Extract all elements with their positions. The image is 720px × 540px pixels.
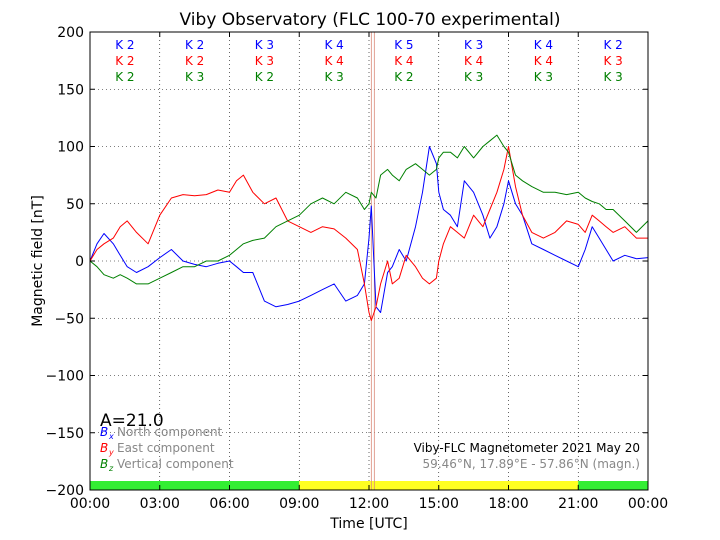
- k-index-north: K 2: [185, 38, 204, 52]
- x-tick-label: 00:00: [70, 496, 110, 512]
- k-index-vertical: K 3: [464, 70, 483, 84]
- legend-label: Vertical component: [117, 457, 234, 471]
- k-index-vertical: K 2: [115, 70, 134, 84]
- k-index-north: K 2: [603, 38, 622, 52]
- k-index-east: K 3: [255, 54, 274, 68]
- chart-title: Viby Observatory (FLC 100-70 experimenta…: [180, 10, 561, 30]
- x-tick-label: 21:00: [558, 496, 598, 512]
- k-index-vertical: K 3: [185, 70, 204, 84]
- k-index-east: K 4: [394, 54, 413, 68]
- daylight-segment: [578, 481, 648, 490]
- y-axis-label: Magnetic field [nT]: [30, 195, 46, 327]
- y-tick-label: −100: [46, 369, 84, 385]
- y-tick-label: 100: [57, 140, 84, 156]
- y-tick-label: 200: [57, 25, 84, 41]
- y-tick-label: 150: [57, 82, 84, 98]
- k-index-vertical: K 2: [255, 70, 274, 84]
- x-tick-label: 12:00: [349, 496, 389, 512]
- k-index-east: K 4: [464, 54, 483, 68]
- legend-symbol-subscript: x: [108, 432, 114, 441]
- legend-label: North component: [117, 425, 223, 439]
- k-index-vertical: K 2: [394, 70, 413, 84]
- k-index-east: K 4: [534, 54, 553, 68]
- k-index-east: K 2: [115, 54, 134, 68]
- y-tick-label: −50: [54, 311, 84, 327]
- y-tick-label: 0: [75, 254, 84, 270]
- k-index-east: K 3: [603, 54, 622, 68]
- k-index-table: K 2 K 2 K 3 K 4 K 5 K 3 K 4 K 2 K 2 K 2 K 3 K 4 K 4 K…: [115, 38, 623, 84]
- legend-symbol: B: [100, 457, 108, 471]
- y-tick-label: 50: [66, 197, 84, 213]
- a-index: A=21.0: [100, 411, 164, 431]
- k-index-north: K 3: [464, 38, 483, 52]
- x-tick-label: 15:00: [419, 496, 459, 512]
- k-index-vertical: K 3: [534, 70, 553, 84]
- y-tick-label: −150: [46, 426, 84, 442]
- info-line-1: Viby-FLC Magnetometer 2021 May 20: [414, 441, 640, 455]
- x-tick-label: 18:00: [488, 496, 528, 512]
- k-index-east: K 4: [324, 54, 343, 68]
- legend-symbol-subscript: z: [108, 464, 114, 473]
- k-index-north: K 4: [324, 38, 343, 52]
- k-index-north: K 5: [394, 38, 413, 52]
- x-tick-label: 00:00: [628, 496, 668, 512]
- info-line-2: 59.46°N, 17.89°E - 57.86°N (magn.): [423, 457, 640, 471]
- x-tick-label: 03:00: [140, 496, 180, 512]
- x-tick-label: 09:00: [279, 496, 319, 512]
- legend-symbol: B: [100, 425, 108, 439]
- legend-label: East component: [117, 441, 215, 455]
- y-tick-labels: 200 150 100 50 0 −50 −100 −150 −200: [46, 25, 84, 499]
- series-line-east: [89, 146, 648, 321]
- legend-symbol: B: [100, 441, 108, 455]
- series-line-north: [89, 146, 649, 313]
- k-index-east: K 2: [185, 54, 204, 68]
- y-tick-label: −200: [46, 483, 84, 499]
- x-axis-label: Time [UTC]: [329, 516, 407, 532]
- x-tick-label: 06:00: [209, 496, 249, 512]
- k-index-vertical: K 3: [324, 70, 343, 84]
- legend-symbol-subscript: y: [108, 448, 114, 457]
- x-tick-labels: 00:00 03:00 06:00 09:00 12:00 15:00 18:00 21:00…: [70, 496, 668, 512]
- series-line-vertical: [89, 134, 649, 285]
- grid-lines: [90, 32, 648, 490]
- k-index-north: K 3: [255, 38, 274, 52]
- k-index-vertical: K 3: [603, 70, 622, 84]
- k-index-north: K 2: [115, 38, 134, 52]
- k-index-north: K 4: [534, 38, 553, 52]
- daylight-segment: [90, 481, 300, 490]
- series-lines: [89, 134, 649, 321]
- axis-ticks: [89, 31, 649, 491]
